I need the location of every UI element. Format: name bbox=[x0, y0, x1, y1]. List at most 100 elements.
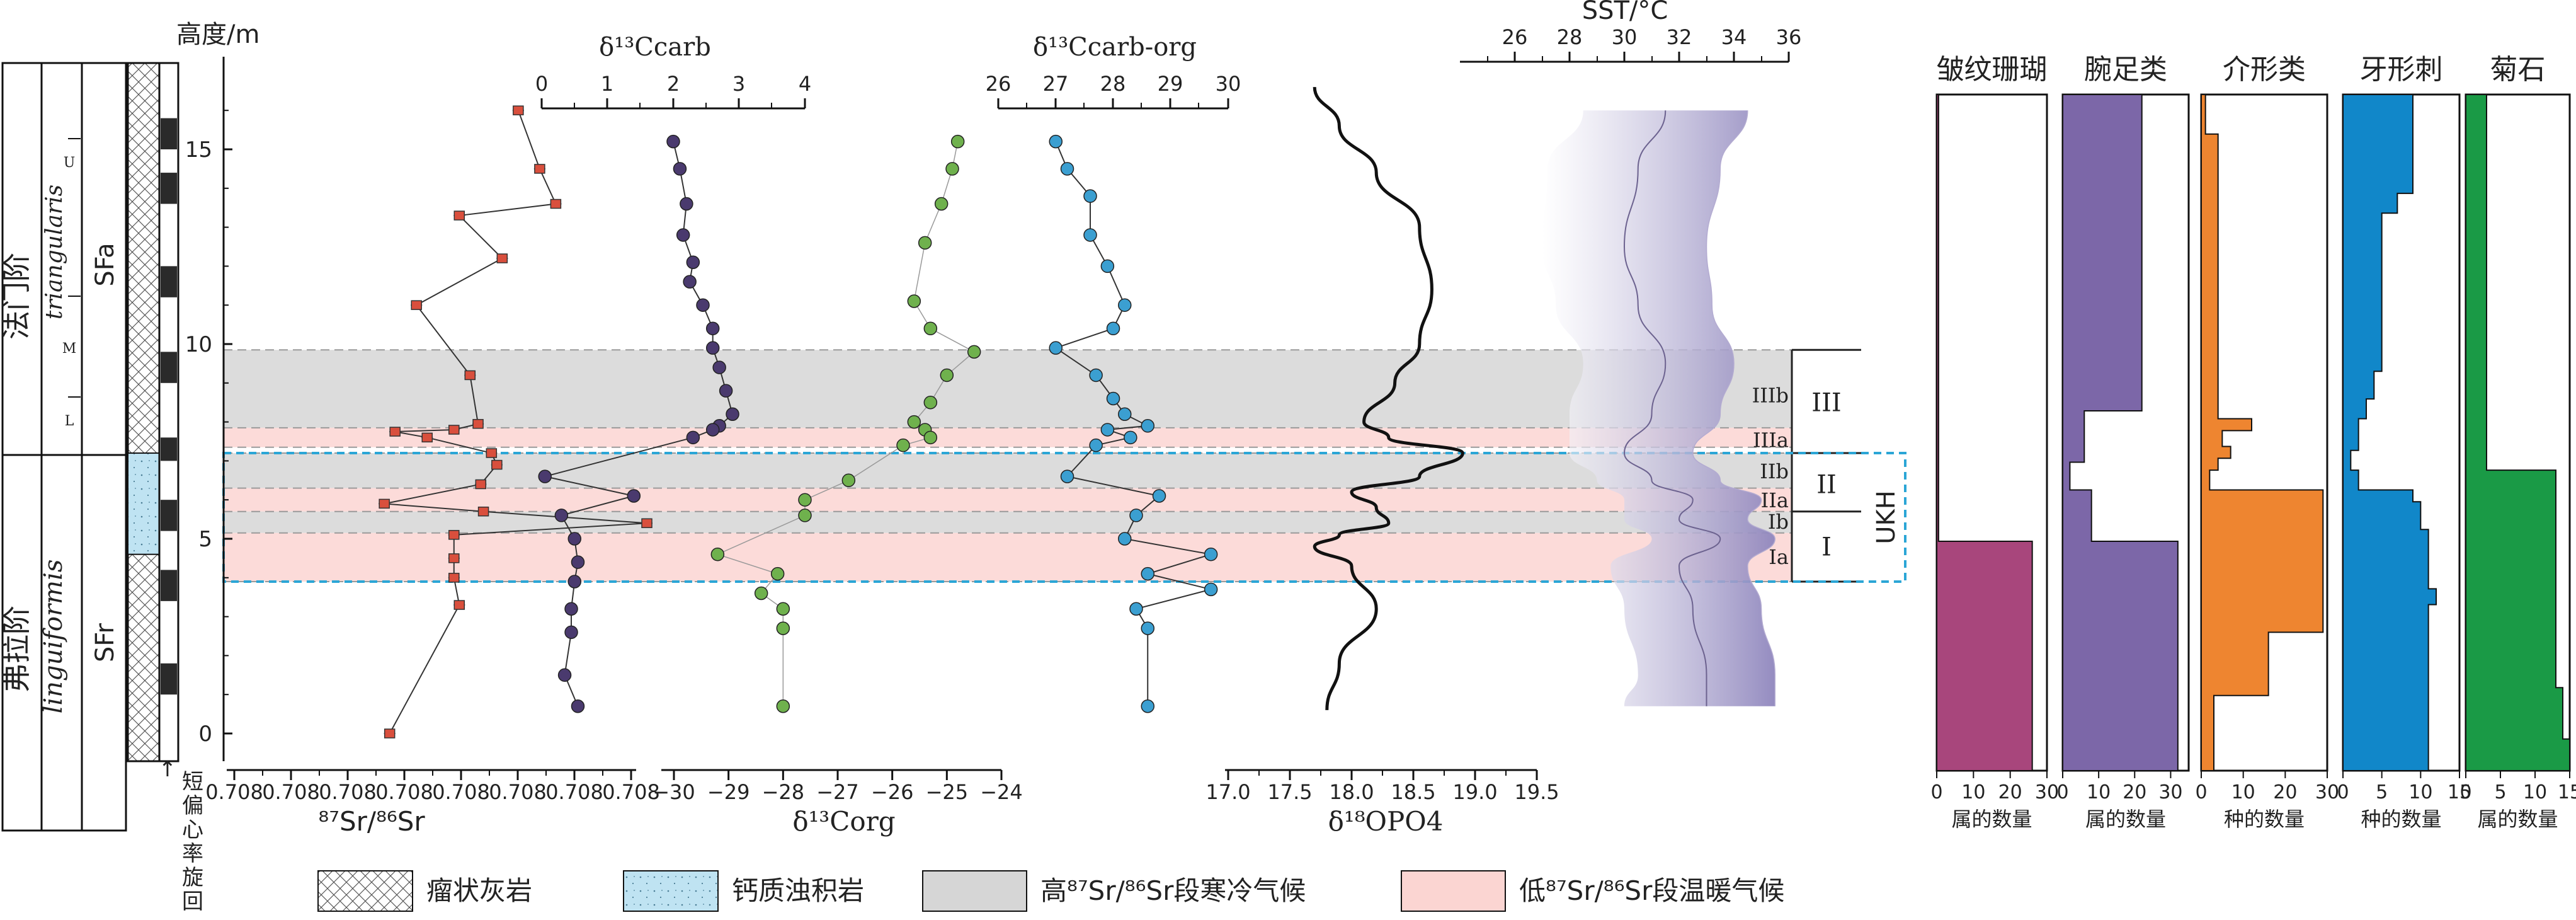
data-point bbox=[1060, 469, 1074, 483]
panel-d13C_org: −30 −29 −28 −27 −26 −25 −24 δ¹³Corg bbox=[653, 134, 1023, 837]
x-tick-label: 18.5 bbox=[1391, 780, 1435, 804]
data-point bbox=[705, 321, 720, 336]
panel-conodont: 牙形刺 0 5 10 15 种的数量 bbox=[2337, 54, 2471, 831]
x-tick-label: −27 bbox=[816, 780, 859, 804]
data-point bbox=[1141, 419, 1154, 433]
group-label: III bbox=[1811, 389, 1841, 418]
data-point bbox=[453, 210, 465, 221]
legend-item-warm: 低⁸⁷Sr/⁸⁶Sr段温暖气候 bbox=[1401, 870, 1784, 912]
data-point bbox=[680, 197, 693, 211]
data-point bbox=[923, 395, 938, 410]
abundance-step bbox=[2342, 94, 2437, 771]
x-tick-label: 0 bbox=[2459, 781, 2471, 803]
data-point bbox=[557, 668, 572, 682]
data-point bbox=[513, 105, 524, 115]
series-line bbox=[1313, 86, 1464, 710]
x-tick-label: 28 bbox=[1100, 72, 1126, 96]
x-tick-label: 0.708 bbox=[375, 780, 433, 804]
x-axis-title: 属的数量 bbox=[1951, 807, 2032, 831]
x-tick-label: 36 bbox=[1776, 25, 1802, 49]
legend-swatch bbox=[1401, 870, 1506, 912]
x-tick-label: 0 bbox=[2195, 781, 2207, 803]
cycle-label-char: 偏 bbox=[182, 793, 203, 819]
data-point bbox=[571, 699, 585, 713]
x-tick-label: 0 bbox=[535, 72, 548, 96]
data-point bbox=[491, 459, 503, 470]
data-point bbox=[705, 341, 720, 355]
data-point bbox=[1141, 621, 1154, 635]
x-tick-label: 29 bbox=[1158, 72, 1183, 96]
cycle-label-char: 率 bbox=[182, 841, 203, 866]
x-tick-label: 2 bbox=[667, 72, 680, 96]
data-point bbox=[945, 162, 959, 176]
x-tick-label: 0.708 bbox=[545, 780, 603, 804]
data-point bbox=[1089, 368, 1103, 382]
geochemistry-panels: 0.7080.7080.7080.7080.7080.7080.7080.708… bbox=[205, 0, 1801, 837]
interval-label: IIIb bbox=[1752, 383, 1789, 407]
legend-item-turbidite: 钙质浊积岩 bbox=[623, 870, 864, 912]
data-point bbox=[940, 368, 954, 382]
turbidite-layer bbox=[127, 452, 160, 555]
height-axis-label: 高度/m bbox=[176, 20, 259, 49]
x-tick-label: 28 bbox=[1557, 25, 1583, 49]
fossil-title: 腕足类 bbox=[2084, 54, 2167, 86]
data-point bbox=[673, 162, 687, 176]
data-point bbox=[1106, 391, 1120, 406]
abundance-step bbox=[2201, 94, 2324, 771]
data-point bbox=[475, 479, 487, 490]
data-point bbox=[950, 134, 965, 149]
band-ib bbox=[224, 511, 1792, 533]
x-tick-label: 10 bbox=[2231, 781, 2255, 803]
data-point bbox=[923, 321, 938, 336]
data-point bbox=[1106, 321, 1120, 336]
panel-ostracod: 介形类 0 10 20 30 种的数量 bbox=[2195, 54, 2339, 831]
data-point bbox=[564, 602, 578, 616]
cycle-column bbox=[158, 62, 180, 762]
height-tick-label: 10 bbox=[185, 332, 212, 357]
x-axis-title: δ¹³Corg bbox=[792, 806, 895, 837]
data-point bbox=[486, 448, 498, 458]
x-tick-label: 15 bbox=[2558, 781, 2576, 803]
legend-label: 瘤状灰岩 bbox=[426, 875, 532, 906]
x-tick-label: 17.5 bbox=[1267, 780, 1312, 804]
fossil-title: 皱纹珊瑚 bbox=[1937, 54, 2048, 86]
data-point bbox=[379, 498, 390, 509]
data-point bbox=[1204, 547, 1218, 561]
cycle-arrow: ↑ bbox=[159, 757, 177, 782]
interval-label: Ib bbox=[1768, 510, 1789, 534]
data-point bbox=[496, 253, 508, 263]
x-axis-title: δ¹⁸OPO4 bbox=[1328, 806, 1444, 837]
x-tick-label: 17.0 bbox=[1205, 780, 1250, 804]
legend-label: 低⁸⁷Sr/⁸⁶Sr段温暖气候 bbox=[1519, 875, 1784, 906]
subzone-label: M bbox=[62, 341, 77, 357]
panel-title: SST/°C bbox=[1582, 0, 1668, 25]
interval-label: IIIa bbox=[1753, 428, 1789, 452]
legend: 瘤状灰岩 钙质浊积岩 高⁸⁷Sr/⁸⁶Sr段寒冷气候 低⁸⁷Sr/⁸⁶Sr段温暖气候 bbox=[317, 870, 1784, 912]
data-point bbox=[534, 164, 545, 174]
data-point bbox=[1049, 134, 1063, 149]
subzone-label: L bbox=[65, 413, 74, 429]
cycle-label-char: 回 bbox=[182, 889, 203, 914]
data-point bbox=[1100, 259, 1115, 273]
data-point bbox=[453, 600, 465, 610]
data-point bbox=[384, 728, 396, 739]
x-axis-title: 种的数量 bbox=[2361, 807, 2441, 831]
cycle-dark-band bbox=[161, 352, 177, 383]
data-point bbox=[776, 699, 790, 713]
data-point bbox=[1118, 407, 1132, 421]
lithology-column bbox=[127, 62, 161, 762]
x-tick-label: 30 bbox=[1216, 72, 1241, 96]
interval-label: IIa bbox=[1761, 488, 1789, 512]
x-tick-label: 20 bbox=[2123, 781, 2146, 803]
interval-label: IIb bbox=[1760, 459, 1789, 483]
data-point bbox=[641, 518, 653, 529]
data-point bbox=[567, 532, 581, 546]
x-tick-label: 27 bbox=[1043, 72, 1069, 96]
data-point bbox=[421, 432, 433, 443]
x-tick-label: 30 bbox=[2158, 781, 2182, 803]
data-point bbox=[696, 298, 710, 312]
data-point bbox=[472, 418, 484, 429]
x-axis-title: 属的数量 bbox=[2477, 807, 2558, 831]
